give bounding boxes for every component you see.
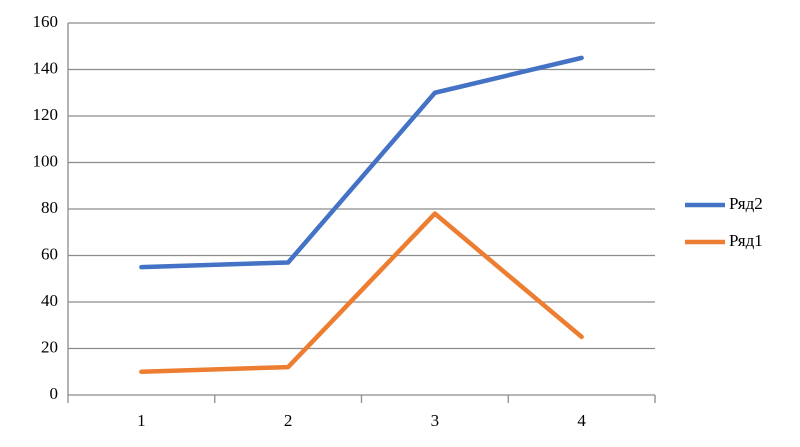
y-tick-label: 80 (41, 198, 58, 217)
y-tick-label: 140 (33, 58, 59, 77)
y-tick-label: 100 (33, 151, 59, 170)
x-tick-label: 1 (137, 411, 146, 430)
y-tick-label: 120 (33, 105, 59, 124)
legend-label: Ряд1 (729, 231, 763, 250)
x-tick-label: 3 (431, 411, 440, 430)
series-line (139, 211, 584, 374)
x-tick-label: 4 (577, 411, 586, 430)
legend-label: Ряд2 (729, 194, 763, 213)
y-tick-label: 0 (50, 384, 59, 403)
y-tick-label: 40 (41, 291, 58, 310)
y-tick-label: 20 (41, 337, 58, 356)
series-line (139, 55, 584, 270)
y-tick-label: 160 (33, 12, 59, 31)
y-tick-label: 60 (41, 244, 58, 263)
x-tick-label: 2 (284, 411, 293, 430)
